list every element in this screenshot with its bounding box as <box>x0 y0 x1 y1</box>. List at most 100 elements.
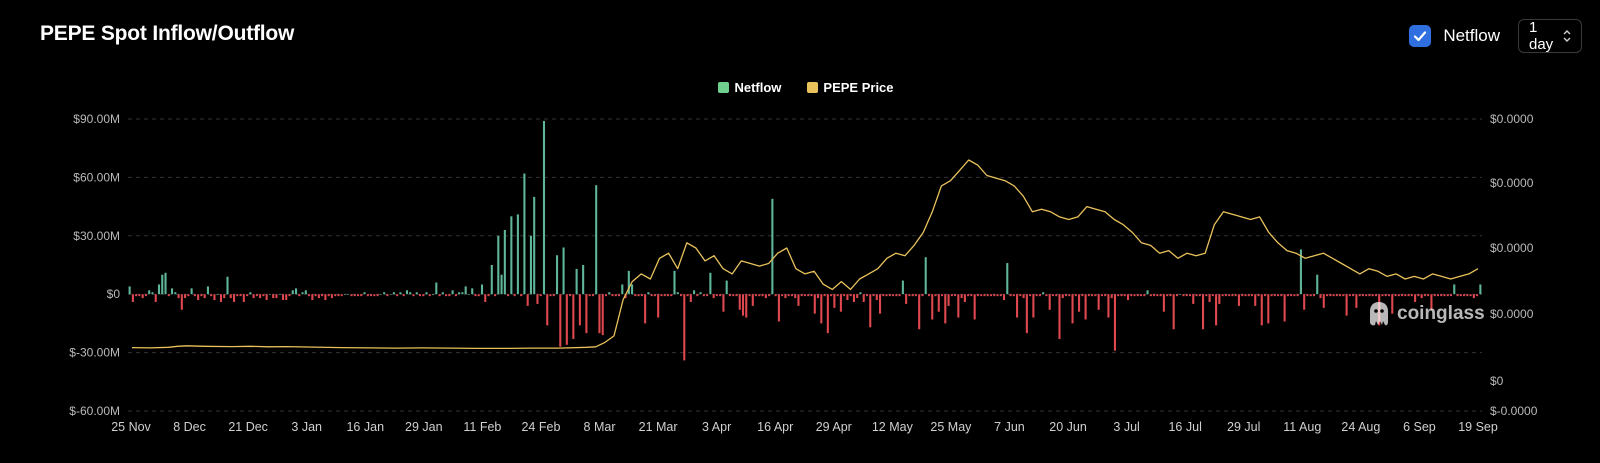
netflow-toggle-label[interactable]: Netflow <box>1443 26 1500 45</box>
netflow-bar <box>311 294 314 301</box>
netflow-bar <box>830 294 833 297</box>
netflow-bar <box>940 294 944 297</box>
netflow-bar <box>862 294 865 302</box>
netflow-bar <box>360 294 363 297</box>
netflow-bar <box>888 294 891 297</box>
netflow-bar <box>885 294 888 297</box>
netflow-bar <box>1368 294 1371 297</box>
netflow-bar <box>790 294 793 297</box>
x-tick-label: 7 Jun <box>994 420 1025 434</box>
netflow-bar <box>1325 294 1329 297</box>
netflow-bar <box>826 294 829 334</box>
page-title: PEPE Spot Inflow/Outflow <box>40 22 295 45</box>
netflow-bar <box>327 294 330 297</box>
netflow-bar <box>1035 294 1038 297</box>
netflow-bar <box>621 284 624 295</box>
netflow-bar <box>1423 294 1426 297</box>
netflow-bar <box>777 294 780 322</box>
netflow-bar <box>503 229 506 295</box>
netflow-bar <box>781 294 784 297</box>
netflow-bar <box>278 294 281 295</box>
netflow-bar <box>895 294 898 297</box>
netflow-bar <box>232 294 236 302</box>
netflow-bar <box>1228 294 1231 297</box>
netflow-bar <box>223 294 226 299</box>
netflow-bar <box>611 294 614 297</box>
netflow-bar <box>1309 294 1312 297</box>
netflow-bar <box>608 292 611 295</box>
netflow-bar <box>572 294 575 339</box>
x-tick-label: 8 Dec <box>173 420 206 434</box>
netflow-bar <box>1391 294 1394 314</box>
netflow-bar <box>1257 294 1260 297</box>
netflow-bar <box>931 294 934 320</box>
netflow-bar <box>993 294 996 297</box>
netflow-bar <box>157 284 161 295</box>
netflow-bar <box>193 294 196 297</box>
netflow-bar <box>334 294 337 297</box>
interval-select[interactable]: 1 day <box>1518 19 1582 53</box>
netflow-bar <box>516 214 519 295</box>
netflow-bar <box>373 294 376 297</box>
netflow-bar <box>1006 263 1009 295</box>
netflow-bar <box>1084 294 1087 320</box>
netflow-bar <box>1286 294 1289 297</box>
netflow-bar <box>852 294 855 302</box>
x-tick-label: 16 Jan <box>346 420 384 434</box>
netflow-checkbox[interactable] <box>1409 25 1432 47</box>
netflow-bar <box>1358 294 1361 297</box>
netflow-bar <box>761 294 764 297</box>
netflow-bar <box>807 294 810 297</box>
netflow-bar <box>171 288 174 295</box>
netflow-bar <box>1417 294 1420 297</box>
netflow-bar <box>1348 294 1351 297</box>
netflow-bar <box>617 294 621 297</box>
netflow-bar <box>1283 294 1286 322</box>
netflow-bar <box>663 294 666 297</box>
netflow-bar <box>970 294 973 297</box>
netflow-bar <box>927 294 931 297</box>
netflow-bar <box>1459 294 1462 297</box>
legend-swatch-price <box>807 82 819 93</box>
x-tick-label: 25 Nov <box>111 420 151 434</box>
netflow-bar <box>552 294 555 297</box>
netflow-bar <box>1241 294 1244 297</box>
netflow-bar <box>1025 294 1028 334</box>
netflow-bar <box>1198 294 1201 297</box>
netflow-bar <box>529 235 532 295</box>
netflow-bar <box>640 294 643 297</box>
netflow-bar <box>1117 294 1120 297</box>
x-tick-label: 12 May <box>872 420 914 434</box>
netflow-bar <box>268 294 271 295</box>
netflow-bar <box>1436 294 1439 297</box>
netflow-bar <box>719 294 722 297</box>
netflow-bar <box>856 294 859 299</box>
netflow-bar <box>794 294 797 299</box>
netflow-bar <box>1290 294 1293 297</box>
netflow-bar <box>1234 294 1237 297</box>
netflow-bar <box>911 294 914 297</box>
netflow-bar <box>405 290 409 295</box>
legend-item-netflow[interactable]: Netflow <box>718 80 781 95</box>
netflow-bar <box>1374 294 1378 297</box>
netflow-bar <box>1143 294 1146 297</box>
netflow-bar <box>314 294 317 297</box>
netflow-bar <box>1456 294 1459 297</box>
netflow-bar <box>774 294 777 297</box>
netflow-bar <box>914 294 917 297</box>
netflow-bar <box>595 185 598 295</box>
netflow-bar <box>1430 294 1433 310</box>
netflow-bar <box>999 294 1002 297</box>
netflow-bar <box>422 294 425 297</box>
legend-item-price[interactable]: PEPE Price <box>807 80 894 95</box>
netflow-bar <box>1453 284 1456 295</box>
netflow-bar <box>451 290 454 295</box>
netflow-bar <box>236 294 239 297</box>
netflow-bar <box>1312 294 1316 297</box>
netflow-bar <box>745 294 748 318</box>
netflow-bar <box>637 294 640 297</box>
netflow-bar <box>474 294 477 297</box>
netflow-bar <box>709 272 712 295</box>
legend-label-netflow: Netflow <box>734 80 782 95</box>
